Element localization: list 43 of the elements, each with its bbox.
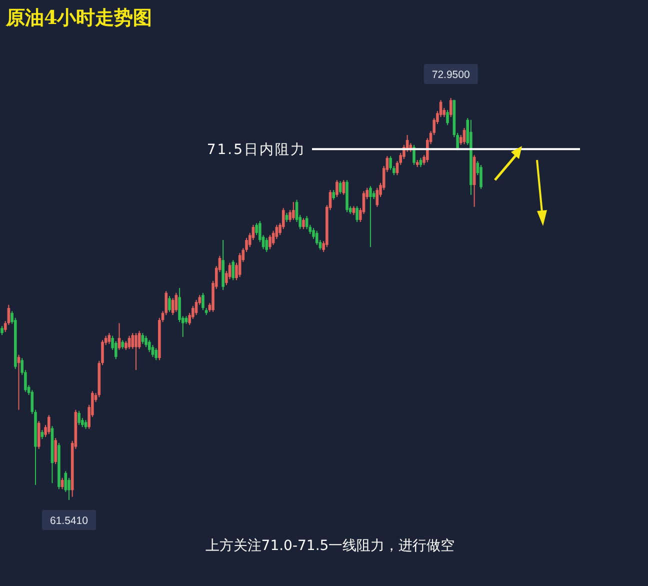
candlestick <box>356 206 358 223</box>
candlestick <box>148 340 151 353</box>
candlestick <box>17 354 20 410</box>
candlestick <box>168 296 171 312</box>
candlestick <box>144 335 148 348</box>
candlestick <box>285 212 288 223</box>
candlestick <box>446 109 449 126</box>
candlestick <box>131 332 134 350</box>
text: 上方关注71.0-71.5一线阻力，进行做空 <box>205 538 455 554</box>
candlestick <box>47 414 50 435</box>
candlestick <box>68 477 70 500</box>
candlestick <box>336 180 338 198</box>
candlestick <box>232 260 235 281</box>
candlestick <box>449 98 452 118</box>
candlestick <box>108 332 111 344</box>
candlestick <box>40 429 44 440</box>
candlestick <box>480 164 482 190</box>
candlestick <box>37 420 40 450</box>
candlestick <box>54 438 57 465</box>
candlestick <box>369 186 372 248</box>
candlestick <box>305 216 308 230</box>
candlestick <box>134 332 138 371</box>
candlestick <box>202 292 204 311</box>
candlestick <box>141 332 144 344</box>
candlestick <box>194 299 198 316</box>
candlestick <box>268 234 272 250</box>
chart-title: 原油4小时走势图 <box>5 7 152 29</box>
annotation: 72.9500 <box>432 69 470 81</box>
annotation: 61.5410 <box>50 515 88 527</box>
candlestick <box>78 410 80 426</box>
candlestick <box>412 144 416 166</box>
candlestick <box>265 237 268 252</box>
candlestick <box>419 157 422 168</box>
price-tag: 61.5410 <box>42 510 96 530</box>
candlestick <box>302 218 305 230</box>
candlestick <box>154 348 158 361</box>
candlestick <box>462 127 466 145</box>
candlestick <box>255 222 258 236</box>
ref-line-label: 71.5日内阻力 <box>206 142 306 158</box>
candlestick <box>292 201 295 220</box>
price-tag: 72.9500 <box>424 64 478 84</box>
candlestick <box>0 325 4 336</box>
candlestick <box>332 189 336 200</box>
